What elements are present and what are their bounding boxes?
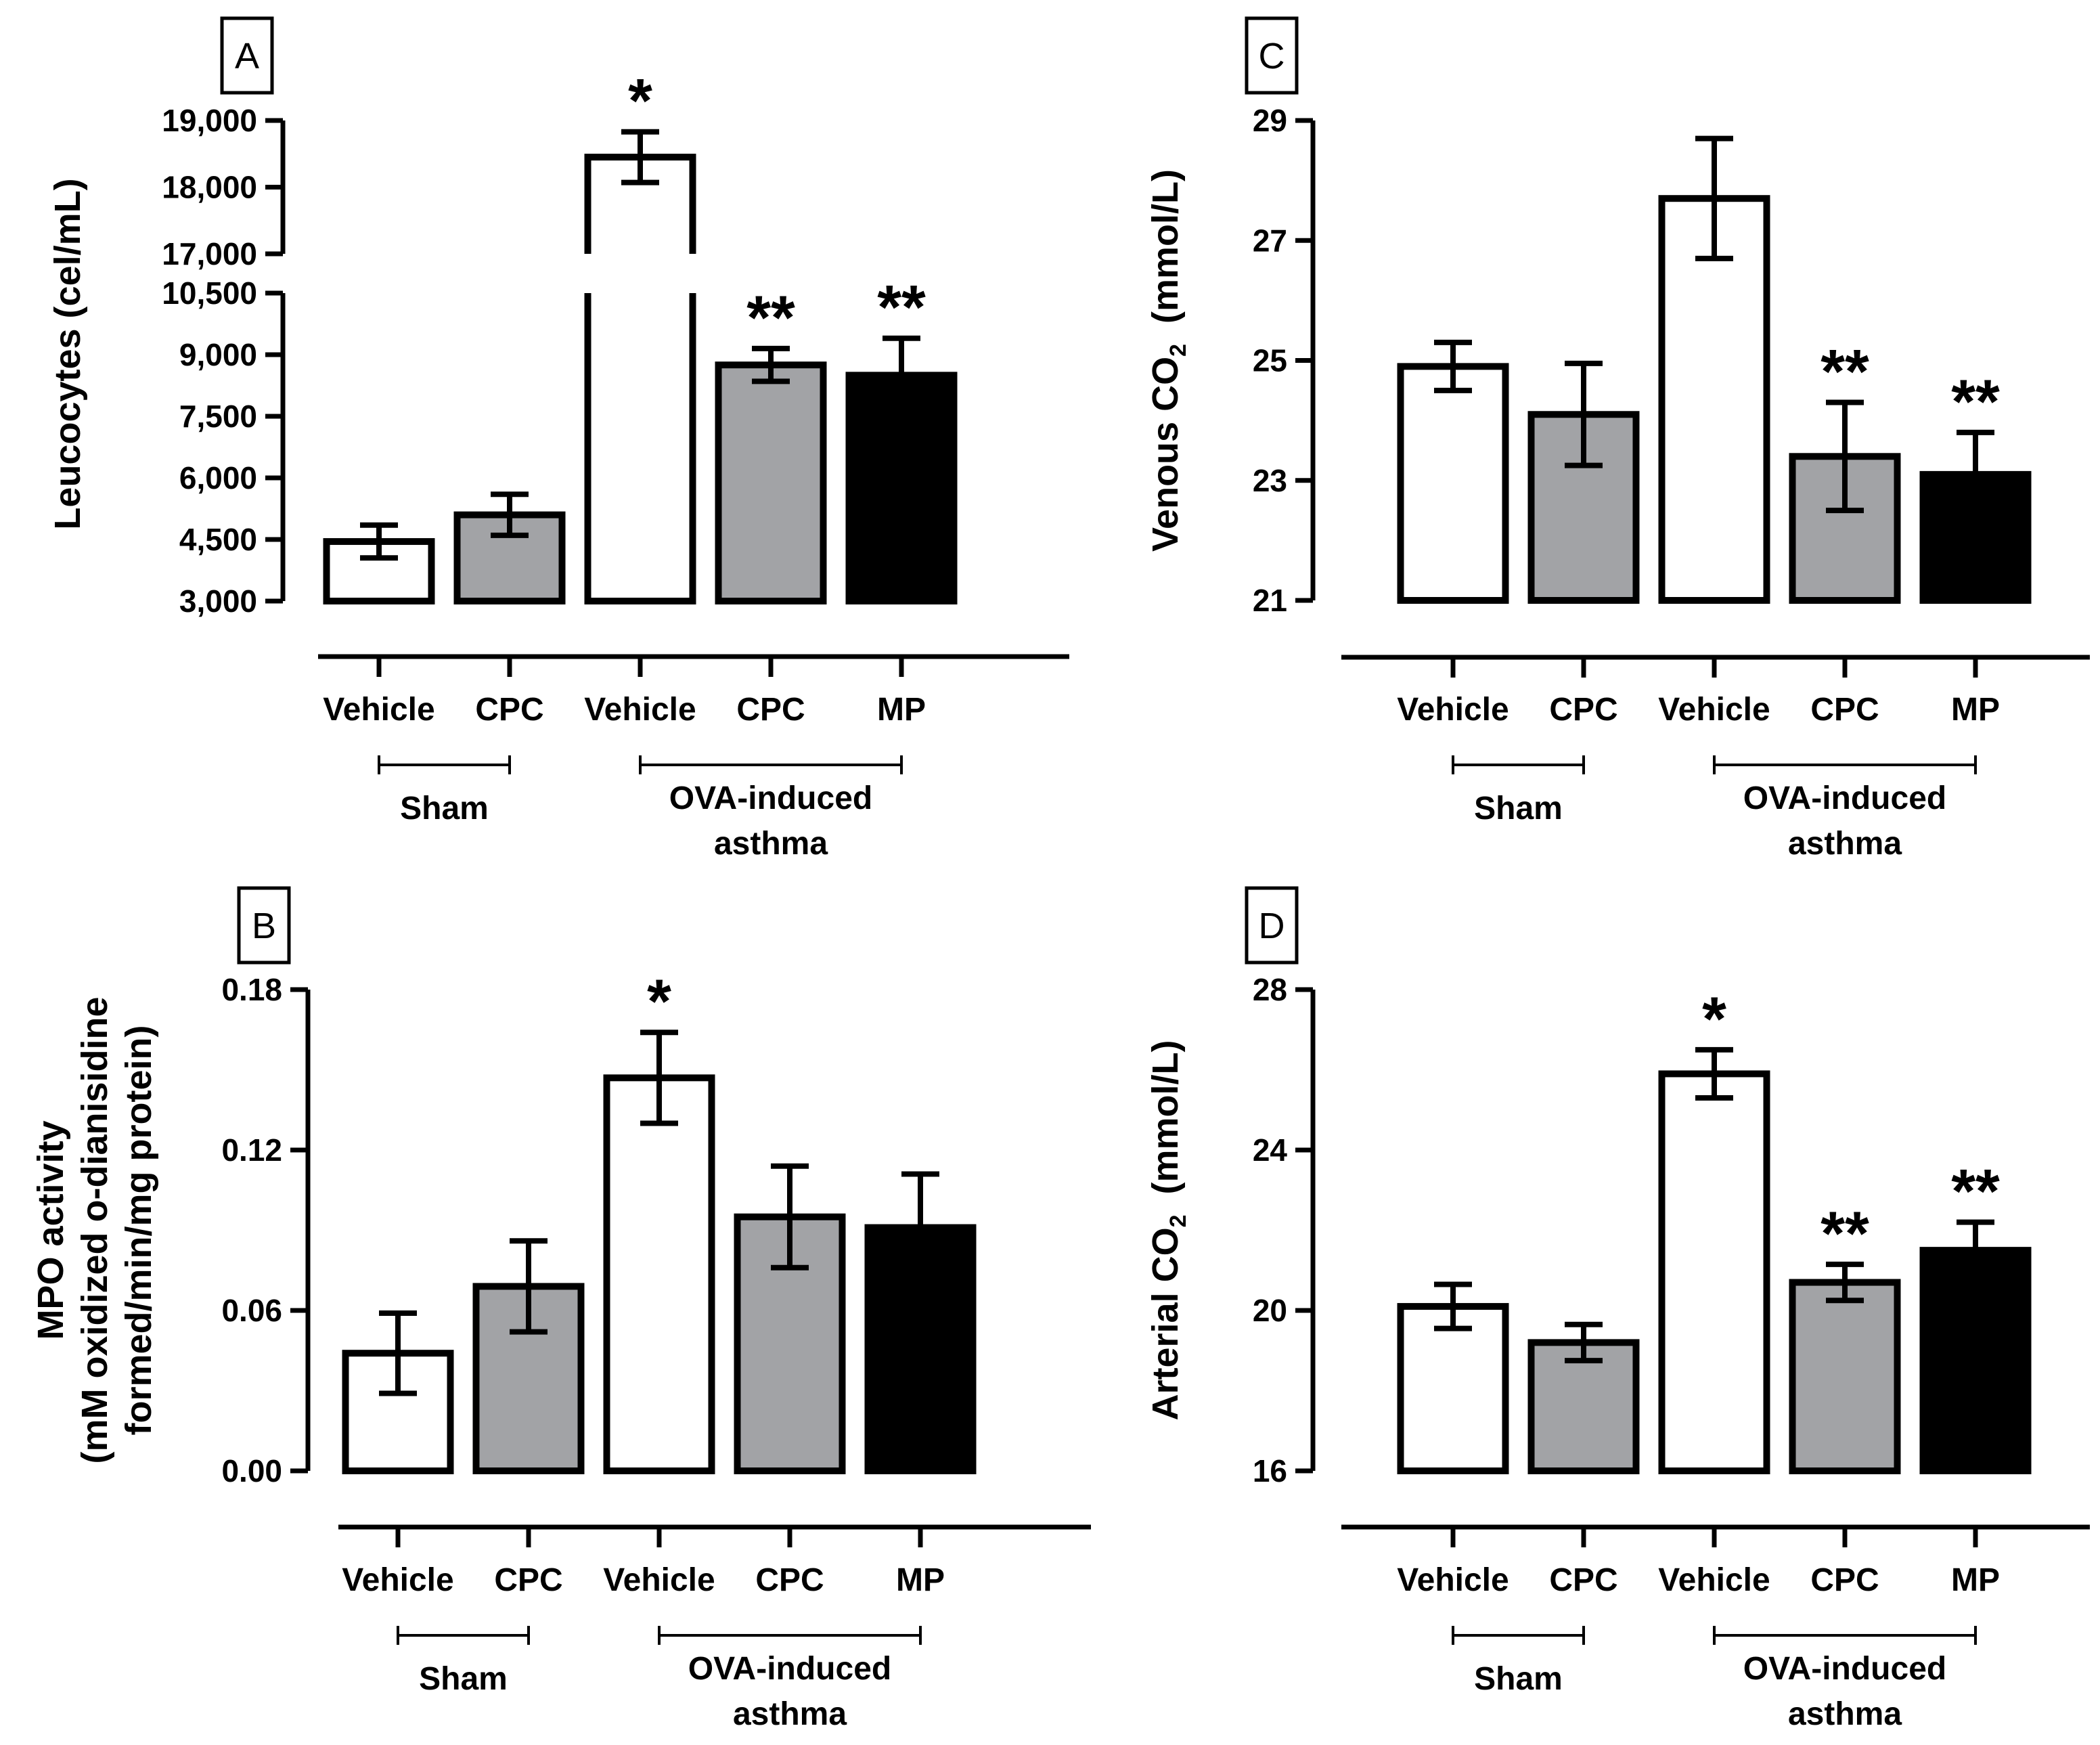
y-axis-label: Venous CO2 (mmol/L) [1145, 169, 1191, 552]
y-tick-label: 29 [1253, 103, 1287, 138]
group-label: OVA-induced [1743, 1651, 1946, 1687]
x-tick-label: CPC [736, 692, 805, 728]
bar [1527, 1339, 1640, 1475]
group-label: OVA-induced [669, 780, 872, 816]
y-tick-label: 0.18 [221, 972, 282, 1007]
x-tick-label: Vehicle [603, 1562, 715, 1598]
group-label: OVA-induced [688, 1651, 891, 1687]
significance-marker: * [647, 967, 671, 1036]
bar [603, 1074, 715, 1474]
y-axis-label-subscript: 2 [1165, 1214, 1191, 1227]
y-tick-label: 23 [1253, 463, 1287, 498]
significance-marker: ** [1951, 1157, 2000, 1227]
y-tick-label: 0.00 [221, 1453, 282, 1488]
significance-marker: ** [1820, 1199, 1869, 1268]
x-tick-label: Vehicle [584, 692, 696, 728]
x-tick-label: MP [1951, 692, 2000, 728]
y-tick-label: 24 [1253, 1132, 1288, 1168]
y-axis-label-line: (mM oxidized o-dianisidine [74, 996, 115, 1463]
y-tick-label: 7,500 [179, 399, 257, 434]
group-label-line2: asthma [1788, 1696, 1902, 1732]
bar [1658, 1070, 1770, 1475]
y-axis-label-line: MPO activity [30, 1120, 71, 1340]
y-axis-label-unit: (mmol/L) [1145, 169, 1186, 344]
x-tick-label: CPC [755, 1562, 824, 1598]
y-tick-label: 28 [1253, 972, 1287, 1007]
bar [1397, 1303, 1509, 1474]
panel-a: A 3,000 4,500 6,000 7,500 9,000 10,500 17,000 18… [47, 16, 1069, 862]
y-tick-label: 25 [1253, 343, 1287, 378]
bar [715, 361, 827, 605]
panel-label-box [1245, 16, 1299, 95]
x-tick-label: CPC [494, 1562, 562, 1598]
group-label-line2: asthma [714, 826, 828, 862]
y-tick-label: 18,000 [162, 170, 257, 205]
group-label: Sham [400, 791, 489, 826]
y-tick-label: 10,500 [162, 275, 257, 311]
group-label-line2: asthma [1788, 826, 1902, 862]
group-label: Sham [419, 1661, 508, 1697]
significance-marker: * [1702, 985, 1726, 1054]
bar [1658, 195, 1770, 604]
group-label-line2: asthma [733, 1696, 847, 1732]
panel-label-box [237, 886, 291, 965]
x-tick-label: Vehicle [1658, 1562, 1770, 1598]
group-label: OVA-induced [1743, 780, 1946, 816]
y-axis-label: Arterial CO2 (mmol/L) [1145, 1040, 1191, 1421]
y-tick-label: 4,500 [179, 522, 257, 557]
significance-marker: ** [1820, 338, 1869, 407]
y-axis-label-unit: (mmol/L) [1145, 1040, 1186, 1215]
x-tick-label: Vehicle [1397, 1562, 1509, 1598]
y-tick-label: 3,000 [179, 583, 257, 619]
bar-lower-segment [584, 293, 696, 604]
y-tick-label: 0.12 [221, 1132, 282, 1168]
y-axis-label-main: Venous CO [1145, 357, 1186, 552]
bar [1789, 1279, 1901, 1475]
y-tick-label: 9,000 [179, 337, 257, 372]
y-tick-label: 16 [1253, 1453, 1287, 1488]
x-tick-label: CPC [1549, 692, 1617, 728]
x-tick-label: CPC [1810, 1562, 1879, 1598]
y-tick-label: 20 [1253, 1293, 1287, 1328]
x-tick-label: Vehicle [1658, 692, 1770, 728]
bar [1397, 363, 1509, 604]
x-tick-label: Vehicle [1397, 692, 1509, 728]
y-tick-label: 17,000 [162, 236, 257, 271]
significance-marker: ** [1951, 368, 2000, 437]
y-tick-label: 0.06 [221, 1293, 282, 1328]
panel-label-box [220, 16, 274, 95]
significance-marker: ** [746, 284, 795, 353]
group-label: Sham [1474, 791, 1563, 826]
x-tick-label: CPC [1549, 1562, 1617, 1598]
panel-label: A [235, 36, 259, 76]
panel-label: C [1259, 36, 1285, 76]
bar [1919, 1247, 2032, 1474]
x-tick-label: MP [896, 1562, 945, 1598]
y-axis-label-subscript: 2 [1165, 344, 1191, 357]
significance-marker: * [628, 67, 652, 136]
significance-marker: ** [877, 273, 926, 343]
group-label: Sham [1474, 1661, 1563, 1697]
panel-label-box [1245, 886, 1299, 965]
panel-label: B [252, 906, 276, 946]
bar [1527, 411, 1640, 604]
x-tick-label: MP [877, 692, 926, 728]
panel-b: B 0.00 0.06 0.12 0.18 MPO activity (mM oxidize… [30, 886, 1091, 1732]
x-tick-label: CPC [475, 692, 543, 728]
x-tick-label: Vehicle [323, 692, 434, 728]
y-tick-label: 19,000 [162, 103, 257, 138]
panel-label: D [1259, 906, 1285, 946]
x-tick-label: Vehicle [342, 1562, 453, 1598]
y-axis-label-line: formed/min/mg protein) [118, 1025, 159, 1436]
x-tick-label: CPC [1810, 692, 1879, 728]
panel-d: D 16 20 24 28 Arterial CO2 (mmol/L) Vehicle CPC… [1145, 886, 2090, 1732]
y-tick-label: 21 [1253, 583, 1287, 618]
y-axis-label-main: Arterial CO [1145, 1227, 1186, 1420]
y-tick-label: 6,000 [179, 460, 257, 495]
x-tick-label: MP [1951, 1562, 2000, 1598]
y-axis-label: Leucocytes (cel/mL) [47, 178, 88, 529]
panel-c: C 21 23 25 27 29 Venous CO2 (mmol/L) Vehicle CPC… [1145, 16, 2090, 862]
y-tick-label: 27 [1253, 223, 1287, 258]
